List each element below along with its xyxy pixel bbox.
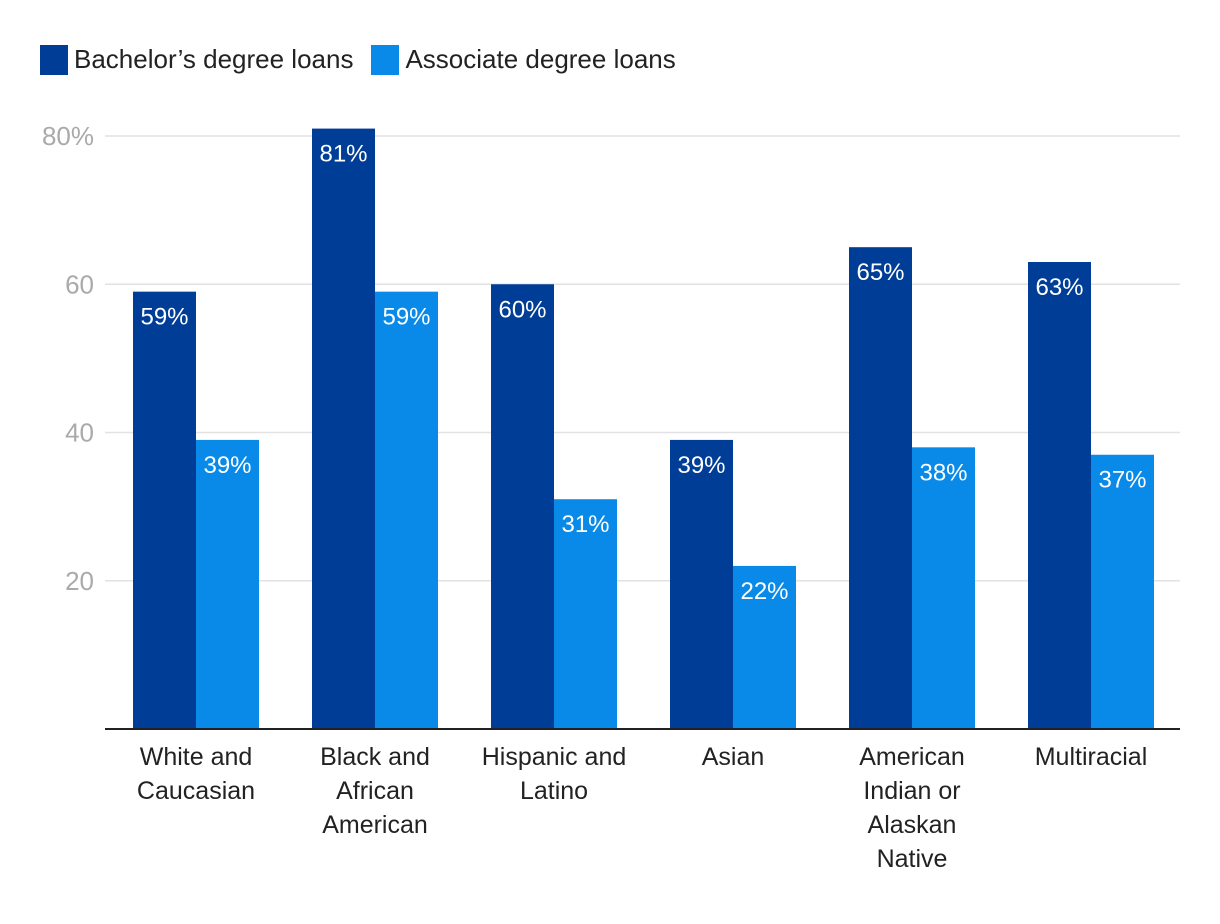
category-label: Hispanic and Latino [482,743,627,805]
category-label: White and Caucasian [137,743,255,805]
y-tick-label: 40 [65,418,94,448]
bar-value-label: 63% [1035,274,1083,301]
x-axis-category-labels: White and Caucasian Black and African Americ… [137,743,1147,873]
legend-swatch-bachelors [40,44,68,75]
y-tick-label: 60 [65,269,94,299]
bar-associate-1 [375,291,438,729]
bar-value-label: 81% [319,141,367,168]
gridlines [105,135,1180,582]
bar-bachelors-3 [670,439,733,729]
legend-swatch-associate [371,44,400,75]
legend: Bachelor’s degree loans Associate degree… [40,44,694,75]
legend-item-bachelors: Bachelor’s degree loans [40,44,353,75]
bar-bachelors-2 [491,284,554,729]
bar-associate-3 [733,565,796,729]
bar-value-label: 65% [856,259,904,286]
bar-value-label: 59% [140,304,188,331]
legend-item-associate: Associate degree loans [371,44,676,75]
category-label-line: Hispanic and [482,743,627,771]
bar-bachelors-0 [133,291,196,729]
bar-bachelors-1 [312,128,375,729]
bar-value-label: 38% [919,459,967,486]
category-label-line: American [322,811,428,839]
y-tick-label: 20 [65,566,94,596]
category-label: Asian [702,743,765,771]
bar-bachelors-4 [849,247,912,729]
category-label-line: Indian or [863,777,960,805]
category-label-line: Asian [702,743,765,771]
bar-value-label: 39% [203,452,251,479]
bar-data-labels: 59% 39% 81% 59% 60% 31% 39% 22% 65% 38% 63% 37% [140,141,1146,605]
bar-bachelors-5 [1028,262,1091,729]
bar-associate-0 [196,439,259,729]
category-label: Black and African American [320,743,430,839]
category-label-line: Black and [320,743,430,771]
bar-associate-2 [554,499,617,729]
category-label: American Indian or Alaskan Native [859,743,965,873]
bar-value-label: 59% [382,304,430,331]
bar-value-label: 37% [1098,467,1146,494]
bar-value-label: 22% [740,578,788,605]
legend-label-associate: Associate degree loans [405,44,676,74]
category-label-line: Multiracial [1035,743,1148,771]
category-label-line: Alaskan [868,811,957,839]
bar-value-label: 31% [561,511,609,538]
y-axis-ticks: 20 40 60 80% [42,121,94,596]
bar-value-label: 39% [677,452,725,479]
category-label-line: White and [140,743,253,771]
category-label-line: African [336,777,414,805]
category-label-line: Caucasian [137,777,255,805]
y-tick-label: 80% [42,121,94,151]
category-label: Multiracial [1035,743,1148,771]
bar-associate-4 [912,447,975,729]
legend-label-bachelors: Bachelor’s degree loans [74,44,354,74]
bar-associate-5 [1091,454,1154,729]
bar-value-label: 60% [498,296,546,323]
category-label-line: Native [877,845,948,873]
category-label-line: American [859,743,965,771]
bars [133,128,1154,729]
category-label-line: Latino [520,777,588,805]
